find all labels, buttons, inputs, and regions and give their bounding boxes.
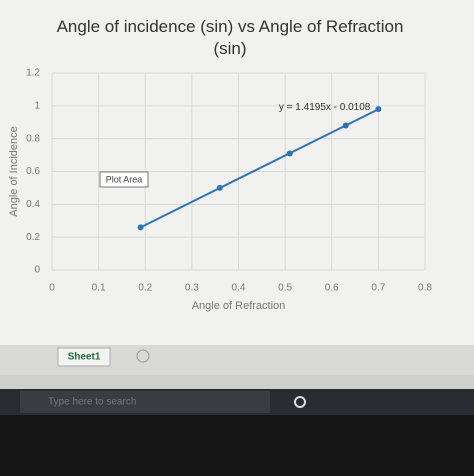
y-axis-label: Angle of Incidence xyxy=(8,126,20,217)
point xyxy=(137,224,144,231)
x-tick-label: 0.4 xyxy=(232,283,246,294)
chart-title: Angle of incidence (sin) vs Angle of Ref… xyxy=(56,17,404,58)
trendline-label: y = 1.4195x - 0.0108 xyxy=(279,102,371,113)
x-tick-label: 0.7 xyxy=(371,283,385,294)
x-tick-label: 0 xyxy=(49,283,55,294)
point xyxy=(342,122,349,129)
search-placeholder[interactable]: Type here to search xyxy=(48,397,136,408)
sheet-tab[interactable] xyxy=(57,347,111,367)
trendline xyxy=(140,108,379,229)
x-tick-label: 0.2 xyxy=(138,283,152,294)
point xyxy=(286,150,293,157)
y-tick-label: 0.6 xyxy=(26,166,40,177)
x-tick-label: 0.5 xyxy=(278,283,292,294)
task-view[interactable] xyxy=(294,396,306,408)
x-axis-label: Angle of Refraction xyxy=(192,300,286,312)
tooltip-box xyxy=(99,171,149,188)
x-tick-label: 0.1 xyxy=(92,283,106,294)
y-tick-label: 0 xyxy=(34,265,40,276)
bezel xyxy=(0,415,474,476)
tooltip: Plot Area xyxy=(106,174,143,184)
y-tick-label: 0.8 xyxy=(26,133,40,144)
x-tick-label: 0.6 xyxy=(325,283,339,294)
y-tick-label: 0.2 xyxy=(26,232,40,243)
y-tick-label: 1 xyxy=(34,100,40,111)
point xyxy=(375,106,382,113)
y-tick-label: 0.4 xyxy=(26,199,40,210)
search-box[interactable] xyxy=(20,391,270,413)
sheet-tab-label[interactable]: Sheet1 xyxy=(68,352,101,363)
x-tick-label: 0.8 xyxy=(418,283,432,294)
status-bar xyxy=(0,375,474,389)
y-tick-label: 1.2 xyxy=(26,68,40,79)
add-sheet[interactable] xyxy=(136,349,150,363)
x-tick-label: 0.3 xyxy=(185,283,199,294)
point xyxy=(216,184,223,191)
chart-area xyxy=(0,0,474,345)
